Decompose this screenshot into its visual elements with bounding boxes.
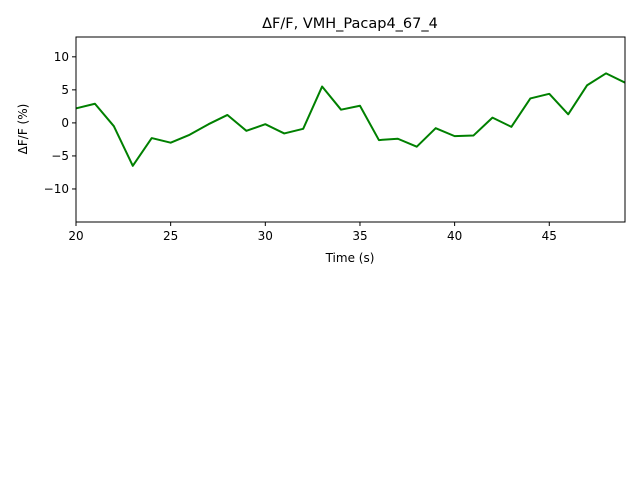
x-tick-label: 35 [352, 229, 367, 243]
y-axis-ticks: 10 5 0 −5 −10 [44, 50, 76, 196]
x-tick-label: 45 [542, 229, 557, 243]
y-tick-label: 5 [61, 83, 69, 97]
y-tick-label: −5 [51, 149, 69, 163]
x-axis-ticks: 20 25 30 35 40 45 [68, 222, 557, 243]
x-axis-label: Time (s) [325, 251, 375, 265]
axes-frame [75, 36, 626, 223]
y-tick-label: 10 [54, 50, 69, 64]
x-tick-label: 30 [258, 229, 273, 243]
x-tick-label: 20 [68, 229, 83, 243]
y-tick-label: −10 [44, 182, 69, 196]
series-line-0 [76, 72, 625, 167]
x-tick-label: 40 [447, 229, 462, 243]
y-tick-label: 0 [61, 116, 69, 130]
plot-area [75, 36, 626, 223]
x-tick-label: 25 [163, 229, 178, 243]
chart-title: ΔF/F, VMH_Pacap4_67_4 [262, 16, 438, 32]
y-axis-label: ΔF/F (%) [16, 104, 30, 155]
series-layer [76, 72, 625, 167]
